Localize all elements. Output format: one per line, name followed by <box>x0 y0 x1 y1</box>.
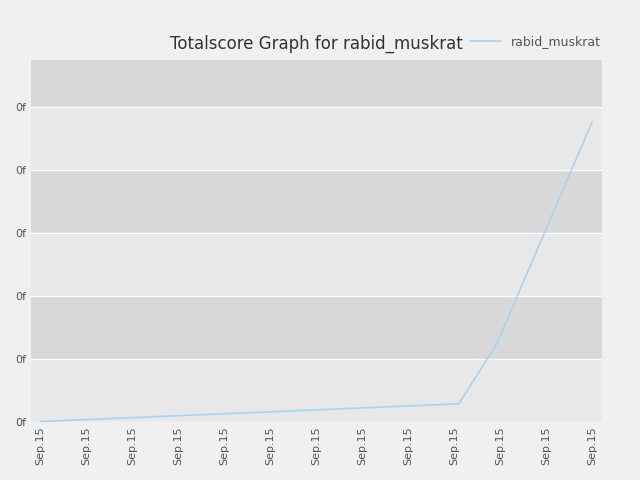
rabid_muskrat <box>75 417 83 423</box>
Bar <box>31 296 602 359</box>
rabid_muskrat <box>588 120 596 125</box>
rabid_muskrat <box>360 405 367 411</box>
Title: Totalscore Graph for rabid_muskrat: Totalscore Graph for rabid_muskrat <box>170 35 463 53</box>
rabid_muskrat <box>474 371 482 376</box>
rabid_muskrat <box>93 416 101 422</box>
Bar <box>31 170 602 233</box>
rabid_muskrat <box>569 164 577 169</box>
Bar <box>31 233 602 296</box>
rabid_muskrat <box>189 412 196 418</box>
Bar <box>31 359 602 421</box>
rabid_muskrat <box>455 401 463 407</box>
Bar <box>31 107 602 170</box>
rabid_muskrat <box>531 252 539 258</box>
rabid_muskrat <box>284 408 291 414</box>
rabid_muskrat <box>303 408 310 413</box>
rabid_muskrat <box>265 409 273 415</box>
rabid_muskrat <box>36 419 44 424</box>
rabid_muskrat <box>512 296 520 302</box>
Legend: rabid_muskrat: rabid_muskrat <box>465 30 606 53</box>
rabid_muskrat <box>132 415 140 420</box>
rabid_muskrat <box>417 403 424 408</box>
rabid_muskrat <box>150 414 158 420</box>
rabid_muskrat <box>208 411 216 417</box>
rabid_muskrat <box>379 404 387 410</box>
rabid_muskrat <box>341 406 349 411</box>
rabid_muskrat <box>246 410 253 416</box>
rabid_muskrat <box>227 410 234 416</box>
rabid_muskrat <box>170 413 177 419</box>
rabid_muskrat <box>436 402 444 408</box>
rabid_muskrat <box>398 403 406 409</box>
Bar <box>31 60 602 107</box>
rabid_muskrat <box>322 407 330 412</box>
rabid_muskrat <box>550 208 558 214</box>
rabid_muskrat <box>493 341 500 347</box>
rabid_muskrat <box>113 415 120 421</box>
Line: rabid_muskrat: rabid_muskrat <box>40 122 592 421</box>
rabid_muskrat <box>56 418 63 423</box>
